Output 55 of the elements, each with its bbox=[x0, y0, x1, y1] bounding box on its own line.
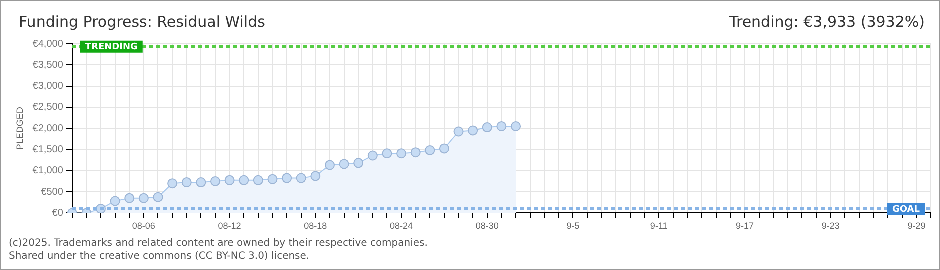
y-tick-label: €1,000 bbox=[32, 166, 64, 177]
point bbox=[224, 175, 235, 186]
y-tick-label: €2,000 bbox=[32, 123, 64, 134]
x-tick-label: 08-12 bbox=[218, 221, 242, 232]
y-tick-label: €4,000 bbox=[32, 38, 64, 50]
point bbox=[196, 178, 206, 188]
chart-subtitle: Trending: €3,933 (3932%) bbox=[730, 13, 925, 31]
point bbox=[511, 121, 522, 132]
y-tick-label: €2,500 bbox=[32, 102, 64, 114]
y-axis-title: PLEDGED bbox=[14, 106, 25, 150]
y-tick-label: €1,500 bbox=[32, 144, 64, 156]
x-tick-label: 9-5 bbox=[566, 221, 580, 232]
point bbox=[124, 193, 135, 204]
point bbox=[268, 174, 278, 184]
point bbox=[182, 178, 192, 188]
point bbox=[168, 178, 178, 189]
y-tick-label: €500 bbox=[41, 186, 64, 198]
point bbox=[239, 175, 250, 186]
x-tick-label: 9-11 bbox=[650, 221, 668, 232]
point bbox=[324, 160, 335, 170]
x-tick-label: 9-23 bbox=[822, 221, 840, 232]
x-tick-label: 08-18 bbox=[304, 221, 328, 232]
x-tick-label: 9-17 bbox=[736, 221, 754, 232]
point bbox=[210, 176, 220, 186]
point bbox=[153, 192, 164, 202]
point bbox=[354, 158, 364, 168]
point bbox=[368, 150, 378, 161]
point bbox=[439, 144, 450, 154]
ref-line-label: TRENDING bbox=[85, 42, 138, 53]
ref-line-label: GOAL bbox=[892, 204, 920, 215]
y-tick-label: €3,000 bbox=[32, 81, 64, 92]
x-tick-label: 08-30 bbox=[476, 221, 499, 232]
text: Shared under the creative commons (CC BY-NC 3.0) license. bbox=[9, 250, 311, 263]
point bbox=[396, 148, 407, 159]
point bbox=[110, 196, 120, 206]
x-tick-label: 9-29 bbox=[908, 221, 926, 232]
point bbox=[454, 126, 464, 137]
point bbox=[253, 175, 264, 186]
point bbox=[282, 173, 292, 184]
y-tick-label: €3,500 bbox=[32, 60, 64, 71]
point bbox=[310, 171, 321, 182]
x-tick-label: 08-06 bbox=[132, 221, 156, 232]
point bbox=[482, 122, 492, 133]
point bbox=[382, 148, 392, 159]
point bbox=[138, 193, 149, 204]
point bbox=[425, 145, 436, 156]
text: (c)2025. Trademarks and related content are owned by their respective companies. bbox=[9, 237, 428, 250]
point bbox=[296, 173, 306, 184]
x-tick-label: 08-24 bbox=[390, 221, 414, 232]
point bbox=[410, 148, 421, 158]
y-tick-label: €0 bbox=[52, 208, 64, 219]
chart-title: Funding Progress: Residual Wilds bbox=[19, 13, 266, 31]
point bbox=[496, 121, 507, 132]
point bbox=[339, 159, 350, 170]
point bbox=[468, 126, 478, 136]
